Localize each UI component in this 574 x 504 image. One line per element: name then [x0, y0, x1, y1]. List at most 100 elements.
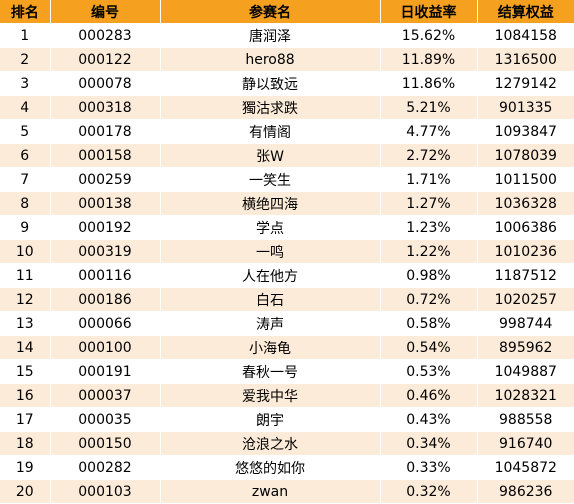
table-row: 5 000178 有情阁 4.77% 1093847	[0, 119, 574, 144]
cell-id: 000186	[50, 287, 161, 312]
cell-settled-equity: 1187512	[477, 263, 574, 288]
cell-id: 000282	[50, 455, 161, 480]
cell-daily-return: 15.62%	[380, 23, 478, 48]
cell-settled-equity: 1020257	[477, 287, 574, 312]
cell-rank: 10	[0, 239, 51, 264]
cell-settled-equity: 1316500	[477, 47, 574, 72]
cell-settled-equity: 986236	[477, 479, 574, 504]
cell-settled-equity: 1049887	[477, 359, 574, 384]
cell-contestant-name: 沧浪之水	[160, 431, 381, 456]
cell-id: 000078	[50, 71, 161, 96]
table-row: 12 000186 白石 0.72% 1020257	[0, 287, 574, 312]
cell-rank: 2	[0, 47, 51, 72]
cell-rank: 20	[0, 479, 51, 504]
cell-contestant-name: 静以致远	[160, 71, 381, 96]
cell-daily-return: 0.58%	[380, 311, 478, 336]
cell-rank: 8	[0, 191, 51, 216]
table-row: 8 000138 横绝四海 1.27% 1036328	[0, 191, 574, 216]
cell-rank: 3	[0, 71, 51, 96]
cell-id: 000037	[50, 383, 161, 408]
cell-settled-equity: 1279142	[477, 71, 574, 96]
cell-id: 000103	[50, 479, 161, 504]
cell-settled-equity: 1078039	[477, 143, 574, 168]
header-daily-return: 日收益率	[380, 0, 478, 24]
cell-daily-return: 2.72%	[380, 143, 478, 168]
table-row: 17 000035 朗宇 0.43% 988558	[0, 407, 574, 432]
cell-contestant-name: 朗宇	[160, 407, 381, 432]
cell-daily-return: 1.22%	[380, 239, 478, 264]
cell-daily-return: 0.72%	[380, 287, 478, 312]
cell-contestant-name: zwan	[160, 479, 381, 504]
cell-contestant-name: 悠悠的如你	[160, 455, 381, 480]
cell-settled-equity: 895962	[477, 335, 574, 360]
cell-id: 000259	[50, 167, 161, 192]
cell-contestant-name: 爱我中华	[160, 383, 381, 408]
header-contestant-name: 参赛名	[160, 0, 381, 24]
cell-id: 000122	[50, 47, 161, 72]
cell-rank: 6	[0, 143, 51, 168]
cell-id: 000178	[50, 119, 161, 144]
cell-rank: 1	[0, 23, 51, 48]
cell-daily-return: 0.46%	[380, 383, 478, 408]
table-row: 11 000116 人在他方 0.98% 1187512	[0, 263, 574, 288]
cell-id: 000318	[50, 95, 161, 120]
cell-daily-return: 0.32%	[380, 479, 478, 504]
table-row: 19 000282 悠悠的如你 0.33% 1045872	[0, 455, 574, 480]
cell-settled-equity: 1011500	[477, 167, 574, 192]
cell-rank: 16	[0, 383, 51, 408]
cell-contestant-name: 涛声	[160, 311, 381, 336]
cell-daily-return: 1.27%	[380, 191, 478, 216]
table-row: 15 000191 春秋一号 0.53% 1049887	[0, 359, 574, 384]
table-row: 18 000150 沧浪之水 0.34% 916740	[0, 431, 574, 456]
table-row: 16 000037 爱我中华 0.46% 1028321	[0, 383, 574, 408]
cell-id: 000035	[50, 407, 161, 432]
table-row: 3 000078 静以致远 11.86% 1279142	[0, 71, 574, 96]
cell-id: 000150	[50, 431, 161, 456]
cell-daily-return: 1.23%	[380, 215, 478, 240]
table-row: 14 000100 小海龟 0.54% 895962	[0, 335, 574, 360]
table-row: 4 000318 獨沽求跌 5.21% 901335	[0, 95, 574, 120]
table-row: 20 000103 zwan 0.32% 986236	[0, 479, 574, 504]
cell-daily-return: 1.71%	[380, 167, 478, 192]
cell-daily-return: 0.34%	[380, 431, 478, 456]
table-row: 13 000066 涛声 0.58% 998744	[0, 311, 574, 336]
table-row: 1 000283 唐润泽 15.62% 1084158	[0, 23, 574, 48]
cell-daily-return: 0.54%	[380, 335, 478, 360]
cell-settled-equity: 1093847	[477, 119, 574, 144]
cell-contestant-name: 张W	[160, 143, 381, 168]
cell-contestant-name: 学点	[160, 215, 381, 240]
cell-settled-equity: 1028321	[477, 383, 574, 408]
cell-contestant-name: 小海龟	[160, 335, 381, 360]
cell-rank: 9	[0, 215, 51, 240]
cell-settled-equity: 988558	[477, 407, 574, 432]
cell-contestant-name: 獨沽求跌	[160, 95, 381, 120]
cell-daily-return: 0.98%	[380, 263, 478, 288]
cell-rank: 15	[0, 359, 51, 384]
cell-rank: 11	[0, 263, 51, 288]
cell-contestant-name: 横绝四海	[160, 191, 381, 216]
cell-contestant-name: 人在他方	[160, 263, 381, 288]
cell-rank: 5	[0, 119, 51, 144]
cell-rank: 12	[0, 287, 51, 312]
cell-rank: 13	[0, 311, 51, 336]
cell-settled-equity: 1010236	[477, 239, 574, 264]
cell-id: 000100	[50, 335, 161, 360]
cell-daily-return: 11.89%	[380, 47, 478, 72]
cell-id: 000192	[50, 215, 161, 240]
header-rank: 排名	[0, 0, 51, 24]
cell-id: 000158	[50, 143, 161, 168]
header-settled-equity: 结算权益	[477, 0, 574, 24]
cell-daily-return: 11.86%	[380, 71, 478, 96]
cell-rank: 7	[0, 167, 51, 192]
cell-rank: 18	[0, 431, 51, 456]
table-row: 10 000319 一鸣 1.22% 1010236	[0, 239, 574, 264]
cell-contestant-name: 唐润泽	[160, 23, 381, 48]
cell-settled-equity: 998744	[477, 311, 574, 336]
table-row: 6 000158 张W 2.72% 1078039	[0, 143, 574, 168]
cell-settled-equity: 1084158	[477, 23, 574, 48]
cell-id: 000066	[50, 311, 161, 336]
cell-contestant-name: 一鸣	[160, 239, 381, 264]
table-row: 7 000259 一笑生 1.71% 1011500	[0, 167, 574, 192]
cell-settled-equity: 1045872	[477, 455, 574, 480]
